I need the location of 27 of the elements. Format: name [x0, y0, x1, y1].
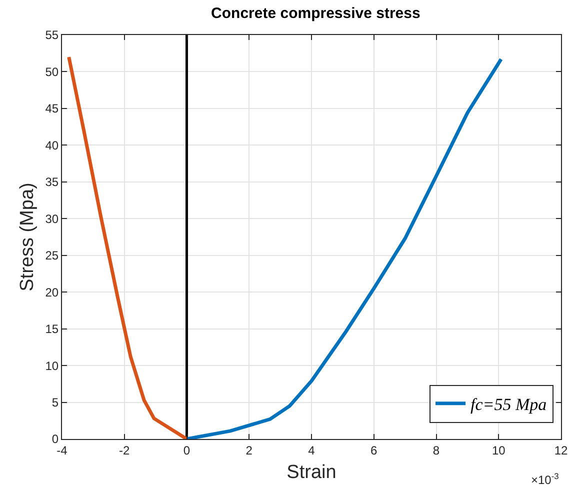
- y-tick-label: 25: [45, 248, 59, 263]
- x-tick-label: 0: [183, 443, 190, 458]
- x-tick-label: -4: [56, 443, 68, 458]
- x-tick-label: 6: [370, 443, 378, 458]
- y-tick-label: 50: [45, 64, 59, 79]
- chart-title: Concrete compressive stress: [211, 5, 420, 22]
- line-series: [67, 55, 188, 439]
- x-tick-label: 12: [554, 443, 568, 458]
- y-tick-label: 15: [45, 322, 59, 336]
- y-tick-label: 55: [45, 28, 59, 42]
- y-tick-label: 0: [52, 432, 59, 446]
- y-tick-label: 20: [45, 285, 59, 300]
- text: ×10$^{-3}$: [531, 471, 560, 488]
- x-tick-label: 8: [432, 443, 440, 458]
- x-tick-label: 4: [308, 443, 316, 458]
- y-axis-title: Stress (Mpa): [17, 182, 38, 292]
- y-tick-label: 5: [52, 395, 59, 410]
- y-tick-label: 40: [45, 138, 59, 152]
- x-axis-title: Strain: [286, 462, 336, 484]
- y-tick-label: 45: [45, 102, 59, 116]
- y-tick-label: 10: [45, 358, 59, 373]
- x-tick-label: 2: [246, 443, 253, 458]
- x-tick-label: -2: [119, 443, 130, 458]
- y-tick-label: 30: [45, 212, 59, 226]
- x-tick-label: 10: [492, 443, 506, 458]
- y-tick-label: 35: [45, 175, 59, 190]
- legend-label: fc=55 Mpa: [470, 395, 547, 414]
